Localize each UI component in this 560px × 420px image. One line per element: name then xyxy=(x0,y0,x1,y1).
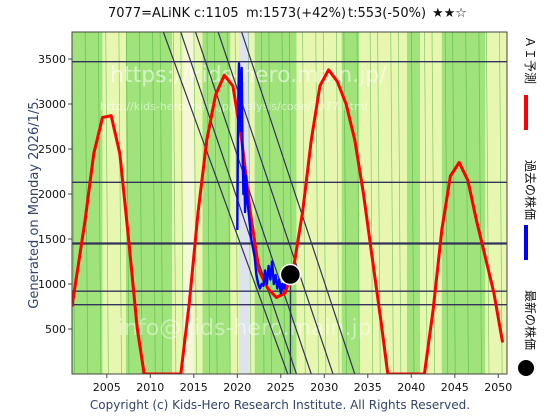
chart-header: 7077=ALiNK c:1105 m:1573(+42%) t:553(-50… xyxy=(0,6,560,26)
band-streak xyxy=(478,32,482,374)
band-streak xyxy=(356,32,360,374)
legend-ai-forecast: ＡＩ予測 xyxy=(523,36,537,130)
y-axis: 500 1000 1500 2000 2500 3000 3500 xyxy=(38,53,72,336)
band-streak xyxy=(499,32,503,374)
watermark-page: http://kids-hero.main.jp/analysis/code/7… xyxy=(100,100,368,113)
copyright-footer: Copyright (c) Kids-Hero Research Institu… xyxy=(89,398,471,412)
band-streak xyxy=(152,32,156,374)
band-streak xyxy=(336,32,340,374)
y-tick-label: 1500 xyxy=(38,233,66,246)
x-tick-label: 2035 xyxy=(354,381,382,394)
marker-layer xyxy=(279,263,302,286)
x-axis: 2005 2010 2015 2020 2025 2030 2035 2040 2045 2050 xyxy=(93,374,512,394)
x-tick-label: 2020 xyxy=(223,381,251,394)
band-streak xyxy=(172,32,177,374)
legend-label-past: 過去の株価 xyxy=(523,160,538,220)
current-price: c:1105 xyxy=(194,6,239,21)
band-streak xyxy=(452,32,456,374)
band-streak xyxy=(206,32,210,374)
target-price: t:553(-50%) xyxy=(348,6,427,21)
x-tick-label: 2005 xyxy=(93,381,121,394)
band-streak xyxy=(465,32,469,374)
x-tick-label: 2050 xyxy=(484,381,512,394)
band-streak xyxy=(486,32,490,374)
watermark-mail: info@kids-hero.main.jp xyxy=(118,316,372,341)
max-price: m:1573(+42%) xyxy=(246,6,347,21)
y-tick-label: 3000 xyxy=(38,98,66,111)
past-price-line xyxy=(236,62,289,295)
band-streak xyxy=(390,32,394,374)
band-streak xyxy=(411,32,415,374)
y-tick-label: 500 xyxy=(45,323,66,336)
trend-line xyxy=(162,32,289,374)
latest-price-marker xyxy=(279,263,302,286)
x-tick-label: 2015 xyxy=(180,381,208,394)
x-tick-label: 2040 xyxy=(397,381,425,394)
band-streak xyxy=(126,32,130,374)
legend-label-latest: 最新の株価 xyxy=(523,290,538,350)
band-streak xyxy=(268,32,272,374)
band-streak xyxy=(281,32,285,374)
band-streak xyxy=(315,32,319,374)
x-tick-label: 2025 xyxy=(267,381,295,394)
generated-date: Generated on Monday 2026/1/5. xyxy=(27,97,42,308)
legend-swatch-latest xyxy=(518,360,534,376)
watermark-layer: https://kids-hero.main.jp/ http://kids-h… xyxy=(100,63,387,341)
stock-code-name: 7077=ALiNK xyxy=(108,6,190,21)
band-streak xyxy=(343,32,347,374)
band-streak xyxy=(261,32,265,374)
y-tick-label: 1000 xyxy=(38,278,66,291)
band-streak xyxy=(431,32,435,374)
x-tick-label: 2030 xyxy=(310,381,338,394)
band-streak xyxy=(227,32,231,374)
band-streak xyxy=(180,32,184,374)
band-streak xyxy=(193,32,197,374)
rating-stars: ★★☆ xyxy=(432,6,467,21)
y-tick-label: 2000 xyxy=(38,188,66,201)
band-streak xyxy=(322,32,327,374)
band-zone xyxy=(183,32,194,374)
y-tick-label: 3500 xyxy=(38,53,66,66)
band-streak xyxy=(424,32,428,374)
x-tick-label: 2010 xyxy=(136,381,164,394)
legend-swatch-past xyxy=(524,225,528,260)
legend-label-ai: ＡＩ予測 xyxy=(523,36,537,84)
band-streak xyxy=(97,32,102,374)
trend-line xyxy=(241,32,356,374)
watermark-url: https://kids-hero.main.jp/ xyxy=(110,63,387,88)
band-streak xyxy=(105,32,109,374)
x-tick-label: 2045 xyxy=(441,381,469,394)
band-streak xyxy=(159,32,164,374)
band-streak xyxy=(139,32,143,374)
trend-line xyxy=(194,32,312,374)
plot-frame xyxy=(71,31,508,375)
legend: ＡＩ予測 過去の株価 最新の株価 xyxy=(518,36,538,376)
band-streak xyxy=(118,32,122,374)
legend-swatch-ai xyxy=(524,95,528,130)
band-streak xyxy=(397,32,402,374)
band-streak xyxy=(369,32,374,374)
y-tick-label: 2500 xyxy=(38,143,66,156)
legend-past-price: 過去の株価 xyxy=(523,160,538,260)
legend-latest-price: 最新の株価 xyxy=(518,290,538,376)
